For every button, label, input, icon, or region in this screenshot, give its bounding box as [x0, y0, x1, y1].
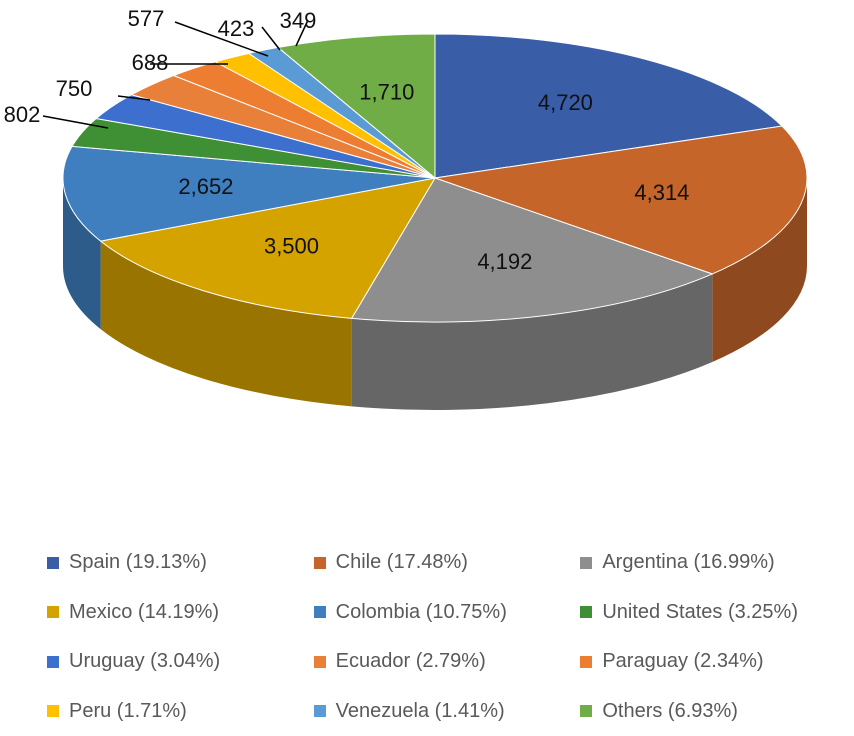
legend: Spain (19.13%) Chile (17.48%) Argentina … [47, 538, 847, 736]
legend-item-peru: Peru (1.71%) [47, 700, 314, 723]
legend-swatch [314, 705, 326, 717]
legend-label: Spain (19.13%) [69, 551, 207, 574]
legend-label: United States (3.25%) [602, 601, 798, 624]
data-label-7: 688 [132, 50, 169, 75]
legend-swatch [47, 606, 59, 618]
legend-row: Mexico (14.19%) Colombia (10.75%) United… [47, 588, 847, 638]
legend-item-others: Others (6.93%) [580, 700, 847, 723]
legend-label: Peru (1.71%) [69, 700, 187, 723]
data-label-5: 802 [4, 102, 41, 127]
data-label-9: 423 [218, 16, 255, 41]
pie-top-slices [63, 34, 807, 322]
data-label-8: 577 [128, 6, 165, 31]
legend-label: Ecuador (2.79%) [336, 650, 486, 673]
legend-swatch [580, 606, 592, 618]
data-label-0: 4,720 [538, 90, 593, 115]
legend-item-chile: Chile (17.48%) [314, 551, 581, 574]
legend-swatch [314, 557, 326, 569]
legend-swatch [47, 656, 59, 668]
legend-row: Uruguay (3.04%) Ecuador (2.79%) Paraguay… [47, 637, 847, 687]
legend-item-mexico: Mexico (14.19%) [47, 601, 314, 624]
legend-label: Mexico (14.19%) [69, 601, 219, 624]
legend-item-spain: Spain (19.13%) [47, 551, 314, 574]
data-label-2: 4,192 [477, 249, 532, 274]
data-label-4: 2,652 [178, 174, 233, 199]
legend-label: Argentina (16.99%) [602, 551, 774, 574]
legend-label: Uruguay (3.04%) [69, 650, 220, 673]
legend-label: Paraguay (2.34%) [602, 650, 763, 673]
data-label-1: 4,314 [634, 180, 689, 205]
legend-swatch [580, 705, 592, 717]
legend-item-uruguay: Uruguay (3.04%) [47, 650, 314, 673]
legend-item-ecuador: Ecuador (2.79%) [314, 650, 581, 673]
legend-row: Peru (1.71%) Venezuela (1.41%) Others (6… [47, 687, 847, 736]
data-label-11: 1,710 [359, 79, 414, 104]
legend-swatch [580, 557, 592, 569]
leader-line-9 [262, 27, 280, 50]
legend-label: Venezuela (1.41%) [336, 700, 505, 723]
legend-item-united-states: United States (3.25%) [580, 601, 847, 624]
legend-label: Chile (17.48%) [336, 551, 468, 574]
legend-item-paraguay: Paraguay (2.34%) [580, 650, 847, 673]
legend-swatch [580, 656, 592, 668]
pie-chart: 4,720 4,314 4,192 3,500 2,652 802 750 688 577 423… [0, 0, 854, 530]
legend-swatch [314, 656, 326, 668]
legend-row: Spain (19.13%) Chile (17.48%) Argentina … [47, 538, 847, 588]
legend-item-venezuela: Venezuela (1.41%) [314, 700, 581, 723]
legend-swatch [47, 705, 59, 717]
legend-label: Colombia (10.75%) [336, 601, 507, 624]
legend-swatch [47, 557, 59, 569]
data-label-10: 349 [280, 8, 317, 33]
data-label-3: 3,500 [264, 234, 319, 259]
legend-label: Others (6.93%) [602, 700, 738, 723]
legend-swatch [314, 606, 326, 618]
data-label-6: 750 [56, 76, 93, 101]
legend-item-argentina: Argentina (16.99%) [580, 551, 847, 574]
legend-item-colombia: Colombia (10.75%) [314, 601, 581, 624]
